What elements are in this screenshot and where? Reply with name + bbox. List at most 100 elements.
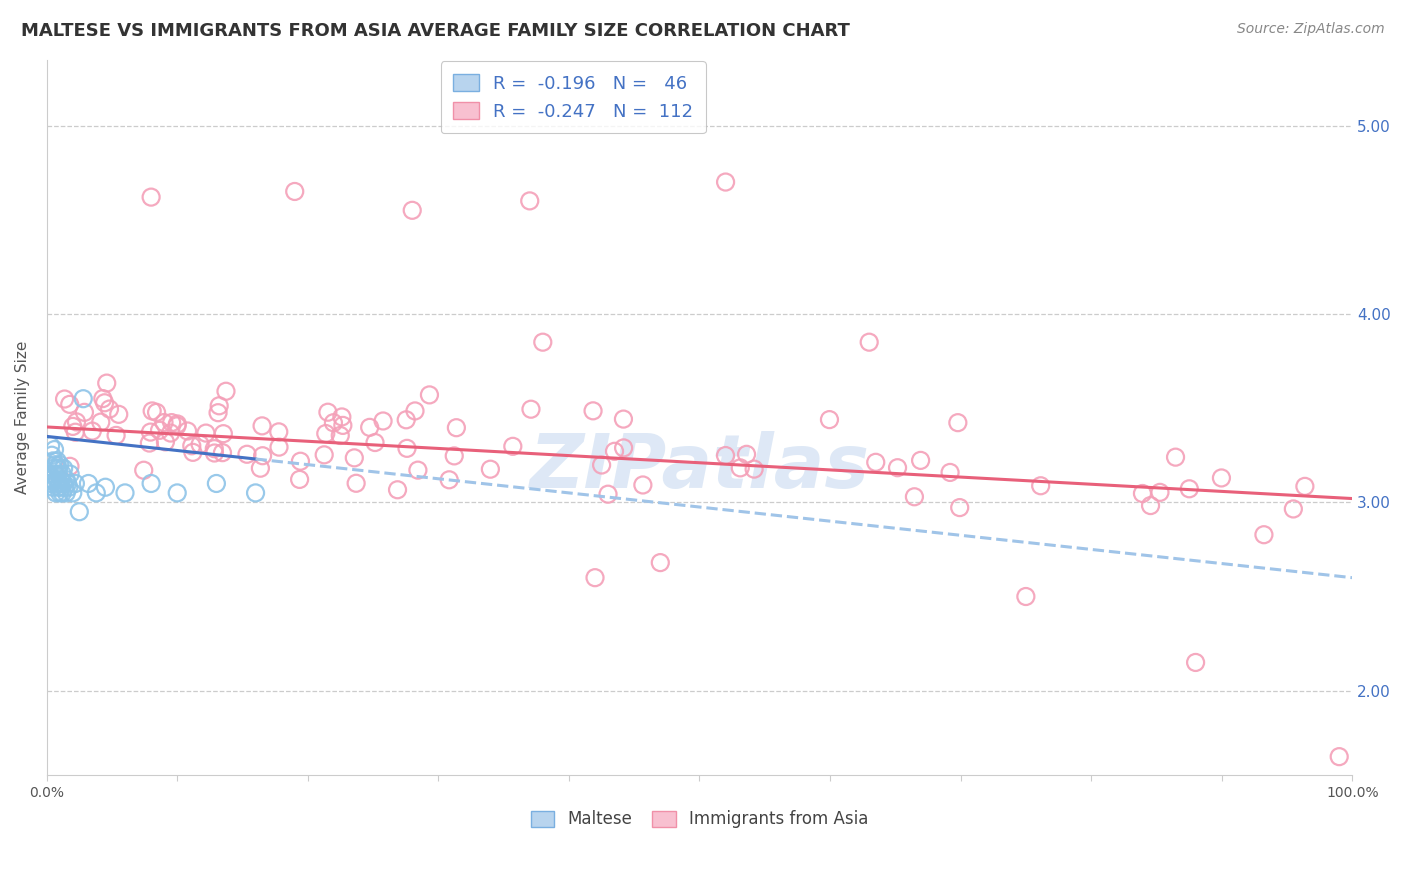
Point <box>252 449 274 463</box>
Point <box>65 415 87 429</box>
Point <box>45 476 67 491</box>
Point <box>344 476 367 491</box>
Point <box>180 439 202 453</box>
Point <box>91 392 114 406</box>
Point <box>437 473 460 487</box>
Point <box>865 455 887 469</box>
Point <box>1015 590 1038 604</box>
Point <box>96 376 118 390</box>
Point <box>395 413 418 427</box>
Point <box>159 425 181 440</box>
Point <box>406 463 429 477</box>
Point <box>194 426 217 441</box>
Point <box>84 486 107 500</box>
Point <box>98 402 121 417</box>
Point <box>1211 471 1233 485</box>
Point <box>395 442 418 456</box>
Point <box>48 476 70 491</box>
Point <box>250 418 273 433</box>
Point <box>44 442 66 457</box>
Point <box>631 478 654 492</box>
Point <box>949 500 972 515</box>
Point <box>288 472 311 486</box>
Point <box>236 447 259 461</box>
Point <box>202 442 225 456</box>
Point <box>90 415 112 429</box>
Point <box>245 486 267 500</box>
Legend: Maltese, Immigrants from Asia: Maltese, Immigrants from Asia <box>524 804 875 835</box>
Point <box>315 426 337 441</box>
Point <box>1029 479 1052 493</box>
Point <box>139 425 162 439</box>
Point <box>41 473 63 487</box>
Point <box>166 417 188 431</box>
Point <box>176 424 198 438</box>
Point <box>208 399 231 413</box>
Point <box>132 463 155 477</box>
Point <box>139 476 162 491</box>
Point <box>531 335 554 350</box>
Point <box>215 384 238 399</box>
Point <box>446 420 468 434</box>
Point <box>48 458 70 472</box>
Text: ZIPatlas: ZIPatlas <box>530 431 869 504</box>
Point <box>55 473 77 487</box>
Point <box>939 466 962 480</box>
Point <box>1282 502 1305 516</box>
Point <box>51 467 73 481</box>
Point <box>886 460 908 475</box>
Point <box>603 444 626 458</box>
Point <box>364 435 387 450</box>
Point <box>1253 527 1275 541</box>
Y-axis label: Average Family Size: Average Family Size <box>15 341 30 494</box>
Point <box>596 487 619 501</box>
Point <box>910 453 932 467</box>
Point <box>82 424 104 438</box>
Point <box>48 467 70 481</box>
Point <box>39 476 62 491</box>
Point <box>858 335 880 350</box>
Point <box>139 190 162 204</box>
Point <box>67 505 90 519</box>
Point <box>728 461 751 475</box>
Point <box>714 449 737 463</box>
Point <box>1149 485 1171 500</box>
Point <box>582 404 605 418</box>
Point <box>59 397 82 411</box>
Point <box>591 458 613 472</box>
Point <box>166 486 188 500</box>
Point <box>742 462 765 476</box>
Point <box>387 483 409 497</box>
Point <box>59 467 82 481</box>
Point <box>343 450 366 465</box>
Point <box>155 434 177 449</box>
Point <box>58 480 80 494</box>
Point <box>55 486 77 500</box>
Point <box>49 473 72 487</box>
Point <box>650 556 672 570</box>
Point <box>105 428 128 442</box>
Point <box>48 480 70 494</box>
Point <box>322 416 344 430</box>
Point <box>205 476 228 491</box>
Point <box>53 480 76 494</box>
Point <box>166 418 188 433</box>
Point <box>267 425 290 439</box>
Point <box>290 454 312 468</box>
Point <box>141 404 163 418</box>
Point <box>52 476 75 491</box>
Point <box>114 486 136 500</box>
Point <box>583 571 606 585</box>
Point <box>479 462 502 476</box>
Point <box>49 480 72 494</box>
Point <box>53 392 76 406</box>
Point <box>72 392 94 406</box>
Point <box>39 439 62 453</box>
Point <box>519 194 541 208</box>
Point <box>212 426 235 441</box>
Point <box>77 476 100 491</box>
Point <box>46 461 69 475</box>
Point <box>714 175 737 189</box>
Point <box>1164 450 1187 465</box>
Point <box>404 404 426 418</box>
